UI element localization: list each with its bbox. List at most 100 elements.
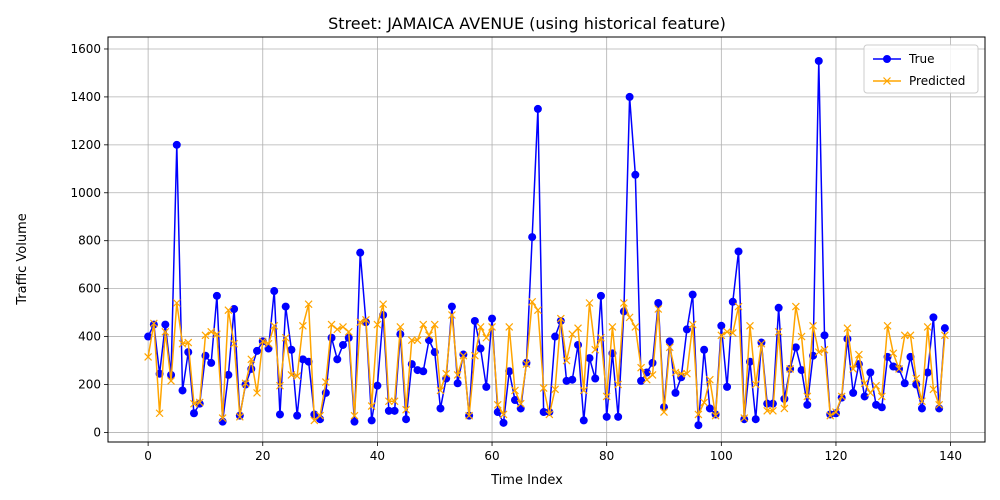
legend-marker [883,77,891,85]
true-point [614,412,623,421]
predicted-point [940,331,949,340]
predicted-point [717,331,726,340]
predicted-point [711,411,720,420]
predicted-point [224,306,233,315]
x-tick-label: 140 [939,449,962,463]
predicted-point [895,364,903,373]
predicted-point [648,370,657,379]
true-point [831,409,840,418]
predicted-point [929,385,938,394]
predicted-point [728,329,737,337]
predicted-point [906,331,915,340]
predicted-point [860,379,869,388]
true-point [682,325,691,334]
true-point [860,392,869,401]
true-point [700,345,709,354]
true-point [505,367,514,376]
predicted-point [556,314,565,323]
true-point [275,410,284,419]
true-point [184,348,193,357]
plot-area [144,56,949,430]
true-point [293,411,302,420]
true-point [917,404,926,413]
predicted-point [149,319,158,328]
predicted-point [854,350,863,359]
predicted-point [276,381,284,390]
predicted-series [144,297,949,425]
y-tick-label: 600 [78,282,101,296]
true-point [436,404,445,413]
predicted-point [212,330,221,339]
y-tick-label: 1200 [70,138,101,152]
true-point [488,314,497,323]
true-series [144,56,949,430]
predicted-point [705,375,714,384]
true-point [253,346,262,355]
predicted-point [264,339,273,348]
predicted-point [373,320,382,329]
predicted-point [700,398,709,407]
y-tick-label: 0 [93,425,101,439]
true-point [178,386,187,395]
predicted-line [147,301,946,422]
true-point [637,376,646,385]
true-point [144,332,153,341]
true-point [493,408,502,417]
true-point [212,291,221,300]
predicted-point [533,306,542,315]
y-tick-label: 200 [78,377,101,391]
predicted-point [195,398,204,407]
true-point [453,379,462,388]
true-point [201,351,210,360]
predicted-point [579,386,588,395]
predicted-point [253,388,261,397]
true-line [147,60,946,426]
predicted-point [453,370,462,379]
predicted-point [459,351,468,360]
predicted-point [562,356,571,365]
predicted-point [390,397,399,406]
y-tick-label: 400 [78,330,101,344]
true-point [740,415,749,424]
predicted-point [425,331,433,340]
true-point [791,343,800,352]
predicted-point [665,343,674,352]
true-point [459,350,468,359]
y-tick-label: 800 [78,234,101,248]
true-point [579,416,588,425]
predicted-point [568,330,577,339]
predicted-point [683,369,691,378]
predicted-point [837,392,846,401]
true-point [161,320,170,329]
true-point [574,340,583,349]
legend-label: Predicted [909,74,965,88]
predicted-point [832,408,840,416]
predicted-point [476,323,485,331]
axes-frame [107,36,986,443]
true-point [539,408,548,417]
true-point [384,406,393,415]
predicted-point [763,406,772,415]
predicted-point [396,323,405,331]
true-point [602,412,611,421]
predicted-point [597,333,605,342]
true-point [757,338,766,347]
y-axis: 0 200 400 600 800 1000 1200 1400 1600 [70,42,108,439]
legend-label: True [908,52,935,66]
predicted-point [442,369,451,378]
true-point [189,409,198,418]
predicted-point [866,388,875,397]
predicted-point [172,299,181,307]
predicted-point [780,404,789,413]
predicted-point [551,385,560,394]
true-point [728,297,737,306]
predicted-point [362,315,370,324]
x-tick-label: 120 [825,449,848,463]
predicted-point [614,380,623,389]
true-point [224,370,233,379]
predicted-point [436,386,445,395]
true-point [694,421,703,430]
true-point [533,104,542,113]
predicted-point [258,337,267,346]
